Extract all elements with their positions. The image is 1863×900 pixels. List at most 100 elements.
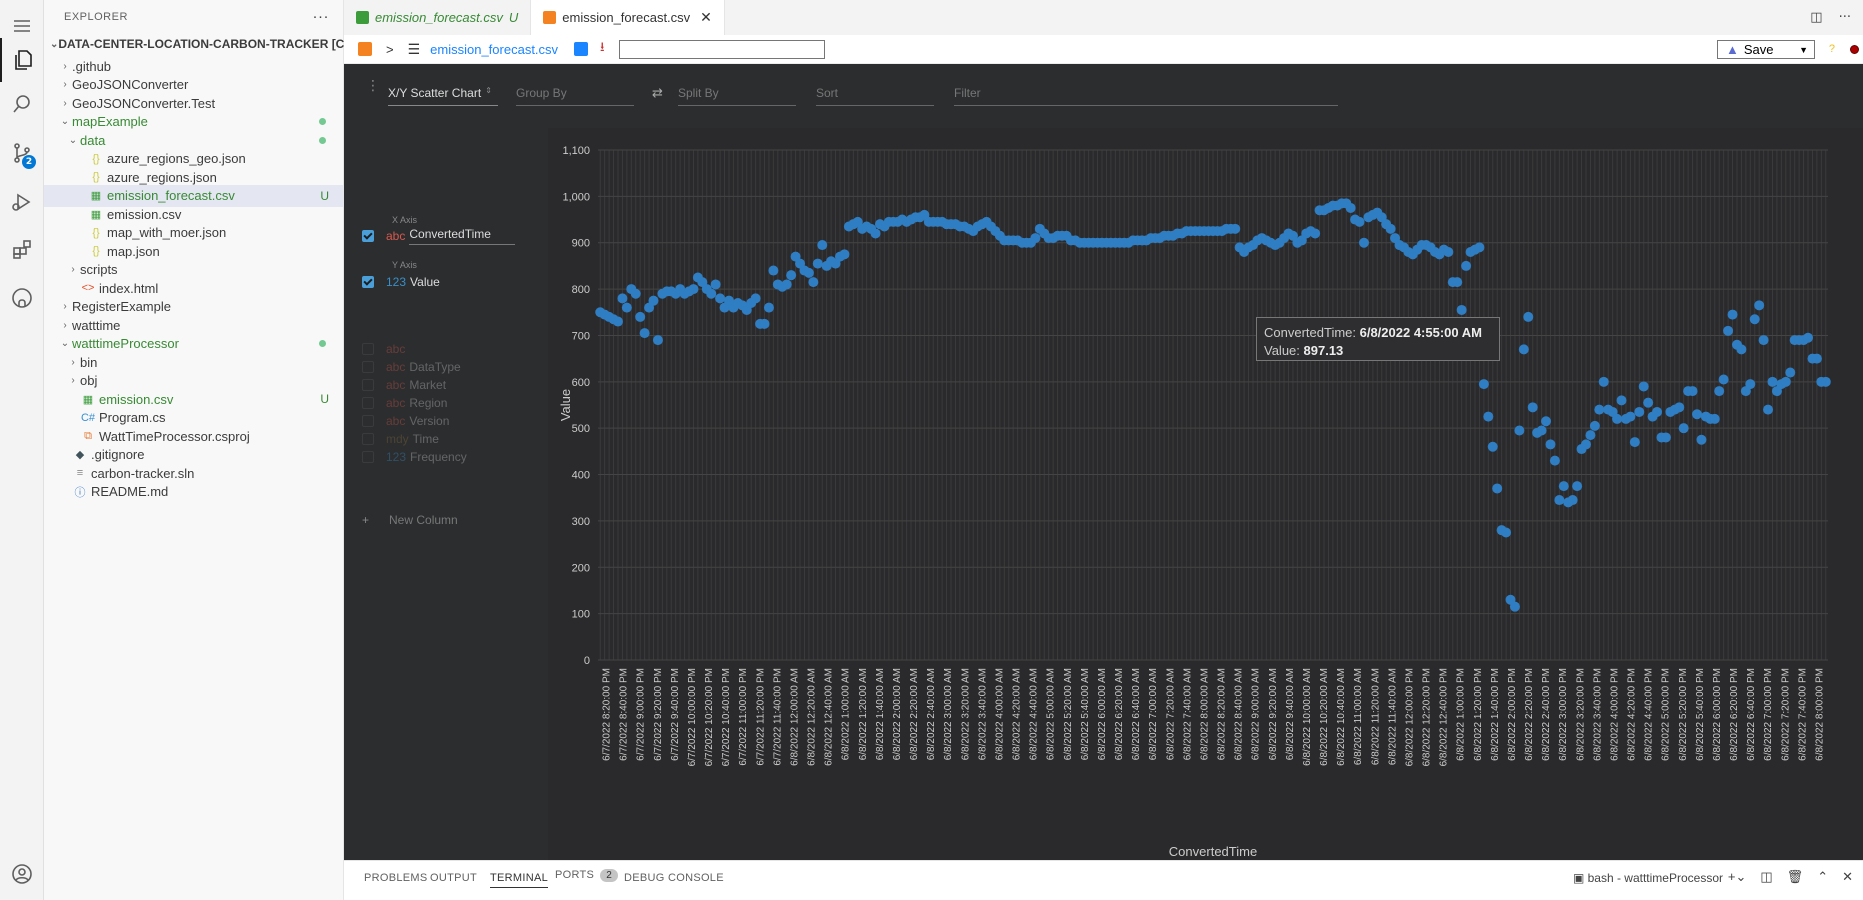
file-link[interactable]: emission_forecast.csv <box>430 41 559 57</box>
checkbox-unchecked[interactable] <box>362 379 374 391</box>
checkbox-unchecked[interactable] <box>362 397 374 409</box>
new-column-button[interactable]: + New Column <box>362 511 458 529</box>
tree-folder[interactable]: › scripts <box>44 259 343 281</box>
data-point <box>617 293 628 304</box>
split-editor-icon[interactable]: ◫ <box>1810 10 1823 25</box>
checkbox-unchecked[interactable] <box>362 451 374 463</box>
github-icon[interactable] <box>0 276 44 320</box>
tree-file[interactable]: ▦ emission_forecast.csv U <box>44 184 343 207</box>
extensions-icon[interactable] <box>0 228 44 272</box>
tree-folder[interactable]: › obj <box>44 370 343 392</box>
filter-field[interactable]: Filter <box>954 86 1338 106</box>
data-point <box>1509 601 1520 612</box>
tree-folder[interactable]: › watttime <box>44 314 343 336</box>
data-point <box>1660 432 1671 443</box>
column-x-axis[interactable]: abc ConvertedTime <box>362 227 516 245</box>
checkbox-unchecked[interactable] <box>362 433 374 445</box>
tree-file[interactable]: ▦ emission.csv <box>44 203 343 225</box>
explorer-icon[interactable] <box>0 38 44 82</box>
help-icon[interactable]: ? <box>1828 43 1835 55</box>
source-control-icon[interactable]: 2 <box>0 131 44 175</box>
column-y-axis[interactable]: 123 Value <box>362 273 440 291</box>
tree-file[interactable]: {} map_with_moer.json <box>44 222 343 244</box>
column-name: Region <box>409 396 448 410</box>
search-icon[interactable] <box>0 82 44 126</box>
tab-terminal[interactable]: TERMINAL <box>490 872 549 888</box>
sort-field[interactable]: Sort <box>816 86 934 106</box>
tab-emission-forecast-preview[interactable]: emission_forecast.csv U <box>344 0 532 35</box>
run-debug-icon[interactable] <box>0 180 44 224</box>
x-tick-label: 6/7/2022 8:40:00 PM <box>619 668 630 761</box>
terminal-selector[interactable]: ▣ bash - watttimeProcessor <box>1573 871 1723 885</box>
tree-folder[interactable]: › RegisterExample <box>44 296 343 318</box>
expand-button[interactable]: > <box>386 41 394 57</box>
data-point <box>1345 202 1356 213</box>
checkbox-checked[interactable] <box>362 276 374 288</box>
tree-folder[interactable]: › GeoJSONConverter.Test <box>44 92 343 114</box>
column-inactive[interactable]: 123 Frequency <box>362 448 467 466</box>
add-terminal-icon[interactable]: +⌄ <box>1727 869 1747 884</box>
tree-file[interactable]: <> index.html <box>44 277 343 299</box>
tree-file[interactable]: {} map.json <box>44 240 343 262</box>
tree-folder[interactable]: › bin <box>44 351 343 373</box>
column-name: DataType <box>409 360 461 374</box>
x-tick-label: 6/8/2022 2:00:00 AM <box>892 668 903 760</box>
tree-file[interactable]: C# Program.cs <box>44 407 343 429</box>
close-icon[interactable]: ✕ <box>700 9 712 25</box>
tree-folder[interactable]: › .github <box>44 55 343 77</box>
plugin-select[interactable]: X/Y Scatter Chart ⇕ <box>388 86 498 106</box>
tree-folder[interactable]: ⌄ watttimeProcessor <box>44 333 343 355</box>
group-by-field[interactable]: Group By <box>516 86 634 106</box>
column-type-label: abc <box>386 414 406 428</box>
checkbox-unchecked[interactable] <box>362 343 374 355</box>
tree-file[interactable]: {} azure_regions.json <box>44 166 343 188</box>
split-by-field[interactable]: Split By <box>678 86 796 106</box>
tree-file[interactable]: {} azure_regions_geo.json <box>44 148 343 170</box>
tab-emission-forecast-active[interactable]: emission_forecast.csv ✕ <box>531 0 725 35</box>
tree-file[interactable]: ⓘ README.md <box>44 481 343 503</box>
split-terminal-icon[interactable]: ◫ <box>1760 869 1773 884</box>
chevron-right-icon: › <box>63 60 67 72</box>
column-inactive[interactable]: mdy Time <box>362 430 439 448</box>
toolbar-input[interactable] <box>618 39 825 59</box>
checkbox-unchecked[interactable] <box>362 415 374 427</box>
modified-dot-icon <box>319 340 326 347</box>
list-icon[interactable]: ☰ <box>407 40 421 57</box>
column-inactive[interactable]: abc Region <box>362 394 447 412</box>
x-tick-label: 6/8/2022 4:40:00 AM <box>1029 668 1040 760</box>
trash-icon[interactable]: 🗑 <box>1786 869 1804 884</box>
chevron-right-icon: › <box>71 356 75 368</box>
tab-output[interactable]: OUTPUT <box>430 872 478 884</box>
tree-file[interactable]: ◆ .gitignore <box>44 444 343 466</box>
menu-icon[interactable] <box>0 4 44 48</box>
more-actions-icon[interactable]: ··· <box>1838 10 1851 25</box>
column-inactive[interactable]: abc DataType <box>362 358 461 376</box>
save-select[interactable]: ▲ Save ▼ <box>1717 40 1815 59</box>
account-icon[interactable] <box>0 852 44 896</box>
column-inactive[interactable]: abc Market <box>362 376 446 394</box>
tree-folder[interactable]: ⌄ data <box>44 129 343 151</box>
more-actions-icon[interactable]: ··· <box>312 8 329 25</box>
refresh-icon[interactable] <box>574 42 589 56</box>
column-inactive[interactable]: abc <box>362 340 409 358</box>
column-inactive[interactable]: abc Version <box>362 412 449 430</box>
tree-file[interactable]: ▦ emission.csv U <box>44 388 343 410</box>
swap-icon[interactable]: ⇄ <box>652 86 663 101</box>
close-icon[interactable]: ✕ <box>1842 869 1853 884</box>
scatter-chart[interactable]: 0 100 200 300 400 500 600 700 800 900 1,000 1,100 6/… <box>548 128 1863 860</box>
x-tick-label: 6/8/2022 8:00:00 PM <box>1814 668 1825 761</box>
tab-ports[interactable]: PORTS 2 <box>555 869 619 882</box>
tree-file[interactable]: ⧉ WattTimeProcessor.csproj <box>44 425 343 447</box>
checkbox-unchecked[interactable] <box>362 361 374 373</box>
settings-drag-icon[interactable]: ⋮ <box>366 78 380 94</box>
tab-problems[interactable]: PROBLEMS <box>364 872 428 884</box>
download-icon[interactable]: ⭳ <box>600 39 605 54</box>
maximize-icon[interactable]: ⌃ <box>1817 869 1829 884</box>
workspace-root[interactable]: ⌄ DATA-CENTER-LOCATION-CARBON-TRACKER [C… <box>44 33 364 55</box>
x-tick-label: 6/8/2022 10:20:00 AM <box>1319 668 1330 766</box>
tree-folder[interactable]: ⌄ mapExample <box>44 111 343 133</box>
tree-file[interactable]: ≡ carbon-tracker.sln <box>44 462 343 484</box>
tab-debug-console[interactable]: DEBUG CONSOLE <box>624 872 724 884</box>
checkbox-checked[interactable] <box>362 230 374 242</box>
tree-folder[interactable]: › GeoJSONConverter <box>44 74 343 96</box>
